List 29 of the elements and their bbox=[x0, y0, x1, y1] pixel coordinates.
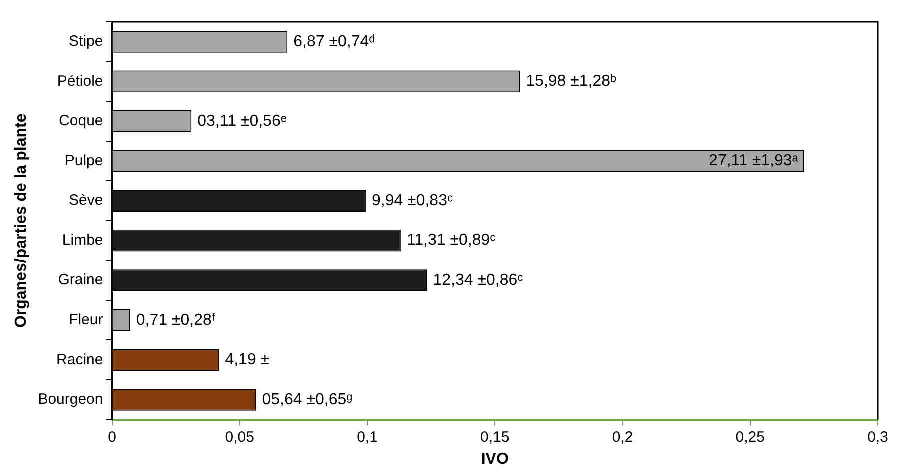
annotation: 11,31 ±0,89ᶜ bbox=[406, 232, 496, 250]
x-tick-label: 0,1 bbox=[357, 428, 378, 446]
x-tick-label: 0,25 bbox=[736, 428, 765, 446]
x-tick-label: 0,05 bbox=[225, 428, 254, 446]
y-tick-label: Pulpe bbox=[64, 152, 104, 170]
y-tick-label: Limbe bbox=[62, 232, 104, 249]
annotation: 0,71 ±0,28ᶠ bbox=[136, 312, 216, 329]
y-tick-label: Coque bbox=[59, 112, 104, 130]
y-tick-label: Stipe bbox=[69, 33, 104, 50]
y-tick-label: Bourgeon bbox=[38, 391, 104, 408]
annotation: 9,94 ±0,83ᶜ bbox=[372, 192, 454, 210]
annotation: 03,11 ±0,56ᵉ bbox=[198, 112, 287, 130]
x-tick-label: 0,3 bbox=[868, 428, 888, 446]
y-axis-title: Organes/parties de la plante bbox=[13, 114, 30, 328]
annotation: 12,34 ±0,86ᶜ bbox=[433, 272, 524, 289]
x-tick-label: 0 bbox=[108, 428, 116, 446]
x-axis-title: IVO bbox=[481, 450, 509, 468]
y-tick-label: Graine bbox=[58, 272, 104, 289]
annotation: 15,98 ±1,28ᵇ bbox=[526, 73, 617, 90]
y-tick-label: Racine bbox=[56, 351, 104, 368]
x-tick-label: 0,15 bbox=[480, 428, 510, 446]
y-tick-label: Fleur bbox=[69, 311, 104, 328]
annotation: 4,19 ± bbox=[225, 352, 270, 369]
y-tick-label: Sève bbox=[69, 192, 104, 210]
x-tick-label: 0,2 bbox=[612, 428, 634, 446]
annotation: 05,64 ±0,65ᵍ bbox=[262, 391, 353, 408]
annotation: 27,11 ±1,93ᵃ bbox=[709, 152, 800, 170]
y-tick-label: Pétiole bbox=[57, 72, 104, 90]
annotation: 6,87 ±0,74ᵈ bbox=[294, 33, 376, 50]
